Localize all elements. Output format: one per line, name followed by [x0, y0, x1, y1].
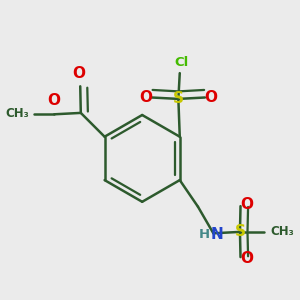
Text: CH₃: CH₃ [271, 225, 295, 239]
Text: O: O [205, 90, 218, 105]
Text: S: S [173, 92, 184, 106]
Text: O: O [240, 251, 253, 266]
Text: Cl: Cl [174, 56, 188, 69]
Text: N: N [210, 227, 223, 242]
Text: H: H [199, 228, 210, 241]
Text: O: O [72, 66, 85, 81]
Text: CH₃: CH₃ [5, 107, 29, 120]
Text: O: O [48, 93, 61, 108]
Text: O: O [139, 90, 152, 105]
Text: S: S [235, 224, 245, 239]
Text: O: O [240, 197, 253, 212]
